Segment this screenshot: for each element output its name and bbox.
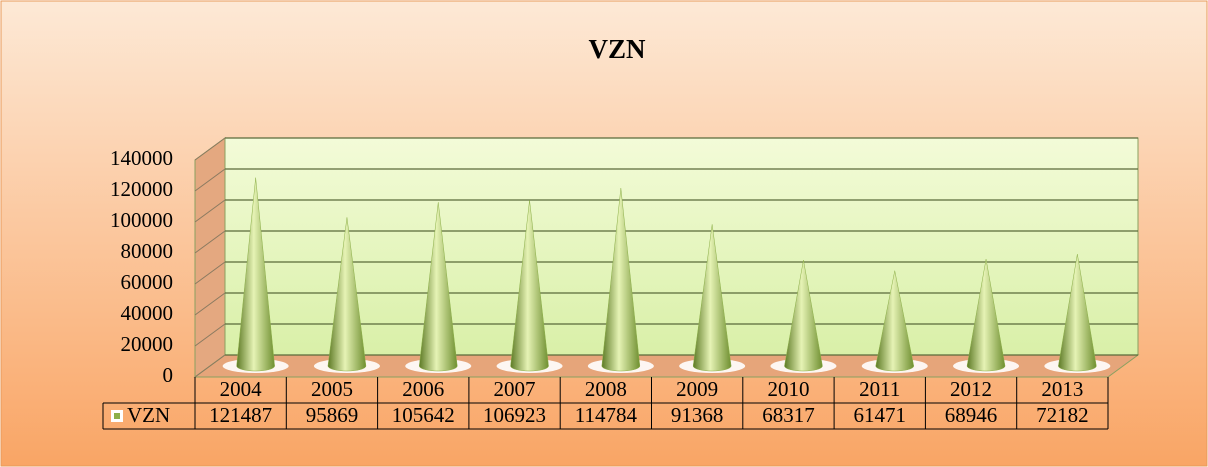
legend-marker xyxy=(114,413,120,419)
x-tick-label: 2005 xyxy=(311,377,353,401)
y-tick-label: 0 xyxy=(163,363,174,387)
grid-line xyxy=(194,230,226,254)
side-wall xyxy=(194,137,226,378)
x-tick-label: 2008 xyxy=(585,377,627,401)
y-tick-label: 20000 xyxy=(121,332,174,356)
x-tick-label: 2013 xyxy=(1041,377,1083,401)
y-tick-label: 100000 xyxy=(110,208,173,232)
cone xyxy=(327,217,367,372)
x-tick-label: 2004 xyxy=(220,377,263,401)
table-value: 121487 xyxy=(209,403,272,427)
cone xyxy=(692,224,732,372)
grid: 0 20000 40000 60000 80000 100000 120000 140000 xyxy=(110,137,1138,387)
x-tick-label: 2007 xyxy=(494,377,536,401)
table-value: 68946 xyxy=(945,403,998,427)
table-value: 91368 xyxy=(671,403,724,427)
cone xyxy=(966,259,1006,372)
chart-title: VZN xyxy=(588,34,646,64)
legend-label: VZN xyxy=(127,403,170,427)
table-value: 105642 xyxy=(392,403,455,427)
table-value: 114784 xyxy=(575,403,638,427)
y-tick-label: 140000 xyxy=(110,146,173,170)
x-tick-label: 2012 xyxy=(950,377,992,401)
grid-line xyxy=(194,323,226,347)
cone xyxy=(601,188,641,372)
grid-line xyxy=(194,199,226,223)
table-value: 95869 xyxy=(306,403,359,427)
marks xyxy=(222,177,1111,373)
cone xyxy=(510,200,549,372)
grid-line xyxy=(194,354,226,378)
cone xyxy=(236,177,275,372)
back-wall xyxy=(224,137,1139,356)
y-tick-label: 40000 xyxy=(121,301,174,325)
y-tick-label: 60000 xyxy=(121,270,174,294)
x-tick-label: 2010 xyxy=(767,377,809,401)
table-value: 68317 xyxy=(762,403,815,427)
y-tick-label: 120000 xyxy=(110,177,173,201)
table-value: 61471 xyxy=(854,403,907,427)
x-tick-label: 2009 xyxy=(676,377,718,401)
x-tick-label: 2011 xyxy=(859,377,900,401)
cone xyxy=(418,202,458,372)
cone xyxy=(875,270,915,372)
grid-line xyxy=(194,261,226,285)
grid-line xyxy=(194,137,226,161)
cone xyxy=(784,260,823,372)
table-value: 72182 xyxy=(1036,403,1089,427)
grid-line xyxy=(194,292,226,316)
cone xyxy=(1058,254,1097,372)
x-tick-label: 2006 xyxy=(402,377,444,401)
grid-line xyxy=(194,168,226,192)
table-value: 106923 xyxy=(483,403,546,427)
y-tick-label: 80000 xyxy=(121,239,174,263)
